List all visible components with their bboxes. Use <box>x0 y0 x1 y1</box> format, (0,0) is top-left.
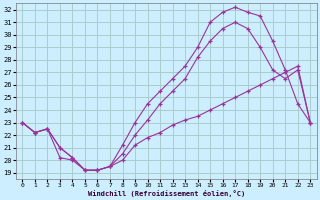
X-axis label: Windchill (Refroidissement éolien,°C): Windchill (Refroidissement éolien,°C) <box>88 190 245 197</box>
